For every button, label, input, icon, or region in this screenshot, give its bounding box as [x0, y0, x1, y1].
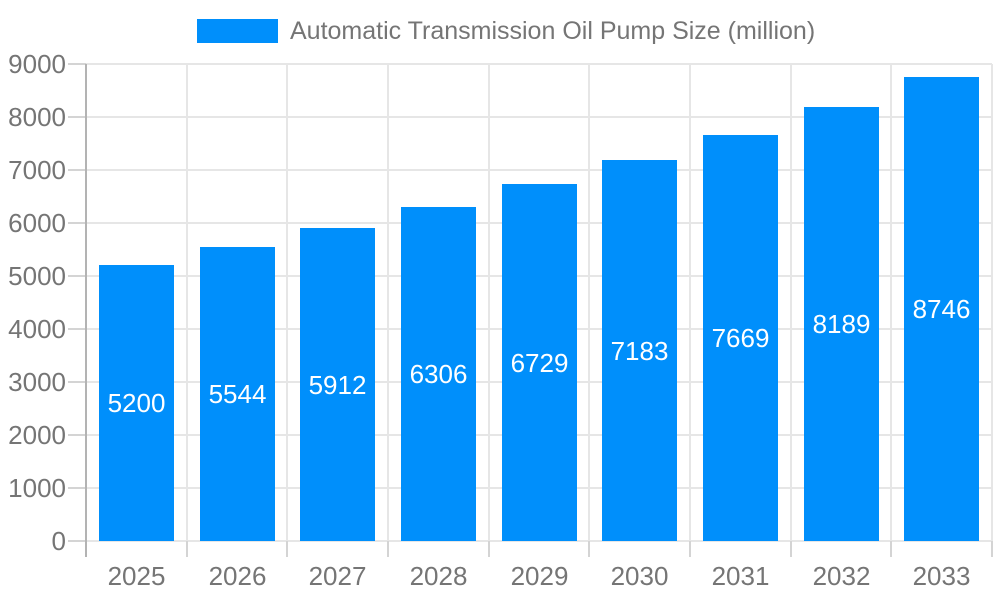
x-axis-label: 2031 — [711, 561, 770, 591]
y-axis-label: 6000 — [8, 208, 66, 238]
x-axis-tick — [588, 541, 590, 557]
x-axis-label: 2032 — [812, 561, 871, 591]
x-gridline — [588, 64, 590, 541]
x-gridline — [790, 64, 792, 541]
y-axis-tick — [68, 116, 86, 118]
x-axis-label: 2030 — [610, 561, 669, 591]
x-axis-label: 2025 — [107, 561, 166, 591]
bar-value-label: 7669 — [711, 323, 770, 353]
x-axis-label: 2033 — [912, 561, 971, 591]
y-axis-line — [85, 64, 87, 557]
bar[interactable] — [904, 77, 979, 541]
x-gridline — [186, 64, 188, 541]
x-gridline — [387, 64, 389, 541]
y-axis-tick — [68, 540, 86, 542]
x-axis-label: 2028 — [409, 561, 468, 591]
y-gridline — [86, 63, 992, 65]
y-axis-tick — [68, 487, 86, 489]
y-axis-label: 0 — [51, 526, 66, 556]
y-axis-tick — [68, 275, 86, 277]
legend-swatch — [197, 19, 278, 43]
x-axis-label: 2027 — [308, 561, 367, 591]
y-gridline — [86, 540, 992, 542]
bar[interactable] — [99, 265, 174, 541]
y-axis-label: 9000 — [8, 49, 66, 79]
y-axis-label: 2000 — [8, 420, 66, 450]
bar-value-label: 7183 — [610, 336, 669, 366]
y-axis-label: 7000 — [8, 155, 66, 185]
x-gridline — [890, 64, 892, 541]
bar[interactable] — [602, 160, 677, 541]
y-gridline — [86, 116, 992, 118]
bar-value-label: 6729 — [510, 348, 569, 378]
legend-item[interactable]: Automatic Transmission Oil Pump Size (mi… — [197, 13, 815, 49]
bar-value-label: 5200 — [107, 388, 166, 418]
bar[interactable] — [300, 228, 375, 541]
x-axis-tick — [387, 541, 389, 557]
x-axis-tick — [286, 541, 288, 557]
bar[interactable] — [401, 207, 476, 541]
bar-value-label: 8189 — [812, 309, 871, 339]
y-axis-tick — [68, 434, 86, 436]
bar[interactable] — [703, 135, 778, 541]
bar[interactable] — [200, 247, 275, 541]
x-gridline — [991, 64, 993, 541]
x-axis-label: 2029 — [510, 561, 569, 591]
bar-value-label: 5912 — [308, 370, 367, 400]
x-gridline — [286, 64, 288, 541]
legend-label: Automatic Transmission Oil Pump Size (mi… — [290, 16, 816, 45]
x-gridline — [689, 64, 691, 541]
y-axis-label: 3000 — [8, 367, 66, 397]
y-gridline — [86, 169, 992, 171]
x-axis-tick — [790, 541, 792, 557]
y-axis-tick — [68, 381, 86, 383]
x-axis-tick — [488, 541, 490, 557]
bar[interactable] — [804, 107, 879, 541]
y-axis-tick — [68, 63, 86, 65]
y-axis-tick — [68, 169, 86, 171]
y-axis-label: 4000 — [8, 314, 66, 344]
y-axis-label: 8000 — [8, 102, 66, 132]
x-axis-tick — [689, 541, 691, 557]
bar[interactable] — [502, 184, 577, 541]
y-axis-label: 5000 — [8, 261, 66, 291]
bar-value-label: 8746 — [912, 294, 971, 324]
y-axis-label: 1000 — [8, 473, 66, 503]
x-axis-tick — [186, 541, 188, 557]
x-axis-tick — [991, 541, 993, 557]
y-axis-tick — [68, 328, 86, 330]
x-gridline — [488, 64, 490, 541]
bar-value-label: 6306 — [409, 359, 468, 389]
bar-value-label: 5544 — [208, 379, 267, 409]
x-axis-label: 2026 — [208, 561, 267, 591]
y-axis-tick — [68, 222, 86, 224]
x-axis-tick — [890, 541, 892, 557]
